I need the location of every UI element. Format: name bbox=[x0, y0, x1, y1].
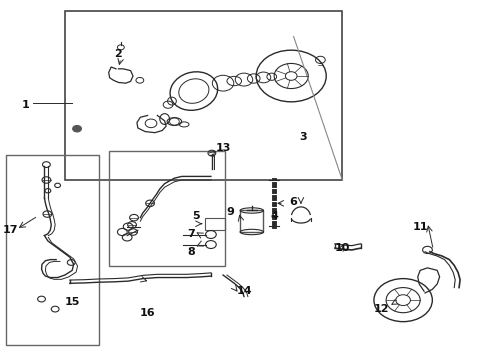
Text: 13: 13 bbox=[215, 143, 230, 153]
Text: 1: 1 bbox=[22, 100, 30, 110]
Text: 3: 3 bbox=[299, 132, 306, 142]
Text: 8: 8 bbox=[187, 247, 195, 257]
Text: 14: 14 bbox=[237, 286, 252, 296]
Bar bbox=[204, 218, 225, 230]
Bar bbox=[108, 151, 225, 266]
Text: 10: 10 bbox=[334, 243, 349, 253]
Text: 6: 6 bbox=[289, 197, 297, 207]
Text: 5: 5 bbox=[192, 211, 200, 221]
Text: 15: 15 bbox=[64, 297, 80, 307]
Text: 4: 4 bbox=[270, 211, 278, 221]
Text: 11: 11 bbox=[411, 222, 427, 231]
Text: 17: 17 bbox=[2, 225, 18, 235]
Bar bbox=[65, 12, 342, 180]
Bar bbox=[6, 155, 99, 345]
Text: 9: 9 bbox=[226, 207, 234, 217]
Text: 7: 7 bbox=[187, 229, 195, 239]
Text: 12: 12 bbox=[373, 304, 388, 314]
Text: 2: 2 bbox=[114, 49, 122, 59]
Text: 16: 16 bbox=[140, 308, 155, 318]
Circle shape bbox=[73, 126, 81, 132]
Bar bbox=[240, 211, 263, 232]
